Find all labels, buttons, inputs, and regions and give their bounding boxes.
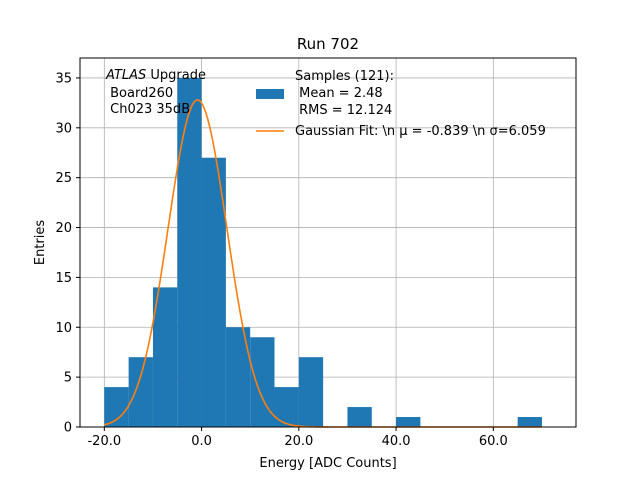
- atlas-label-rest: Upgrade: [146, 68, 206, 83]
- histogram-bar: [517, 417, 542, 427]
- x-tick-label: 20.0: [284, 434, 313, 449]
- atlas-label: ATLAS Upgrade: [105, 68, 206, 83]
- y-tick-label: 5: [64, 371, 72, 386]
- histogram-bar: [396, 417, 421, 427]
- legend-swatch-samples: [256, 89, 284, 99]
- x-tick-label: 40.0: [382, 434, 411, 449]
- legend: Samples (121): Mean = 2.48 RMS = 12.124 …: [256, 69, 546, 139]
- y-tick-label: 30: [55, 121, 72, 136]
- x-tick-label: 0.0: [191, 434, 212, 449]
- legend-fit-label: Gaussian Fit: \n μ = -0.839 \n σ=6.059: [295, 124, 546, 139]
- board-label: Board260: [106, 86, 173, 101]
- y-tick-label: 15: [55, 271, 72, 286]
- legend-mean-label: Mean = 2.48: [295, 86, 383, 101]
- channel-label: Ch023 35dB: [106, 102, 190, 117]
- x-axis-label: Energy [ADC Counts]: [259, 456, 396, 471]
- histogram-bar: [152, 287, 178, 427]
- legend-samples-label: Samples (121):: [295, 69, 394, 84]
- axis-ticks: -20.0 0.0 20.0 40.0 60.0 0 5 10 15 20 25 30 35: [55, 71, 507, 449]
- chart-title: Run 702: [297, 35, 359, 53]
- histogram-bar: [201, 157, 226, 427]
- y-axis-label: Entries: [33, 220, 48, 266]
- plot-frame: [79, 57, 577, 428]
- x-tick-label: -20.0: [87, 434, 121, 449]
- histogram-bar: [177, 77, 202, 427]
- histogram-bar: [128, 357, 153, 427]
- y-tick-label: 35: [55, 71, 72, 86]
- y-tick-label: 25: [55, 171, 72, 186]
- bars: [104, 77, 542, 427]
- y-tick-label: 0: [64, 421, 72, 436]
- y-tick-label: 20: [55, 221, 72, 236]
- atlas-annotation: ATLAS Upgrade Board260 Ch023 35dB: [105, 68, 206, 117]
- atlas-label-italic: ATLAS: [105, 68, 146, 83]
- histogram-bar: [274, 387, 299, 427]
- legend-rms-label: RMS = 12.124: [295, 103, 392, 118]
- histogram-bar: [347, 407, 372, 427]
- x-tick-label: 60.0: [479, 434, 508, 449]
- y-tick-label: 10: [55, 321, 72, 336]
- histogram-bar: [104, 387, 129, 427]
- histogram-bar: [250, 337, 275, 427]
- histogram-bar: [298, 357, 324, 427]
